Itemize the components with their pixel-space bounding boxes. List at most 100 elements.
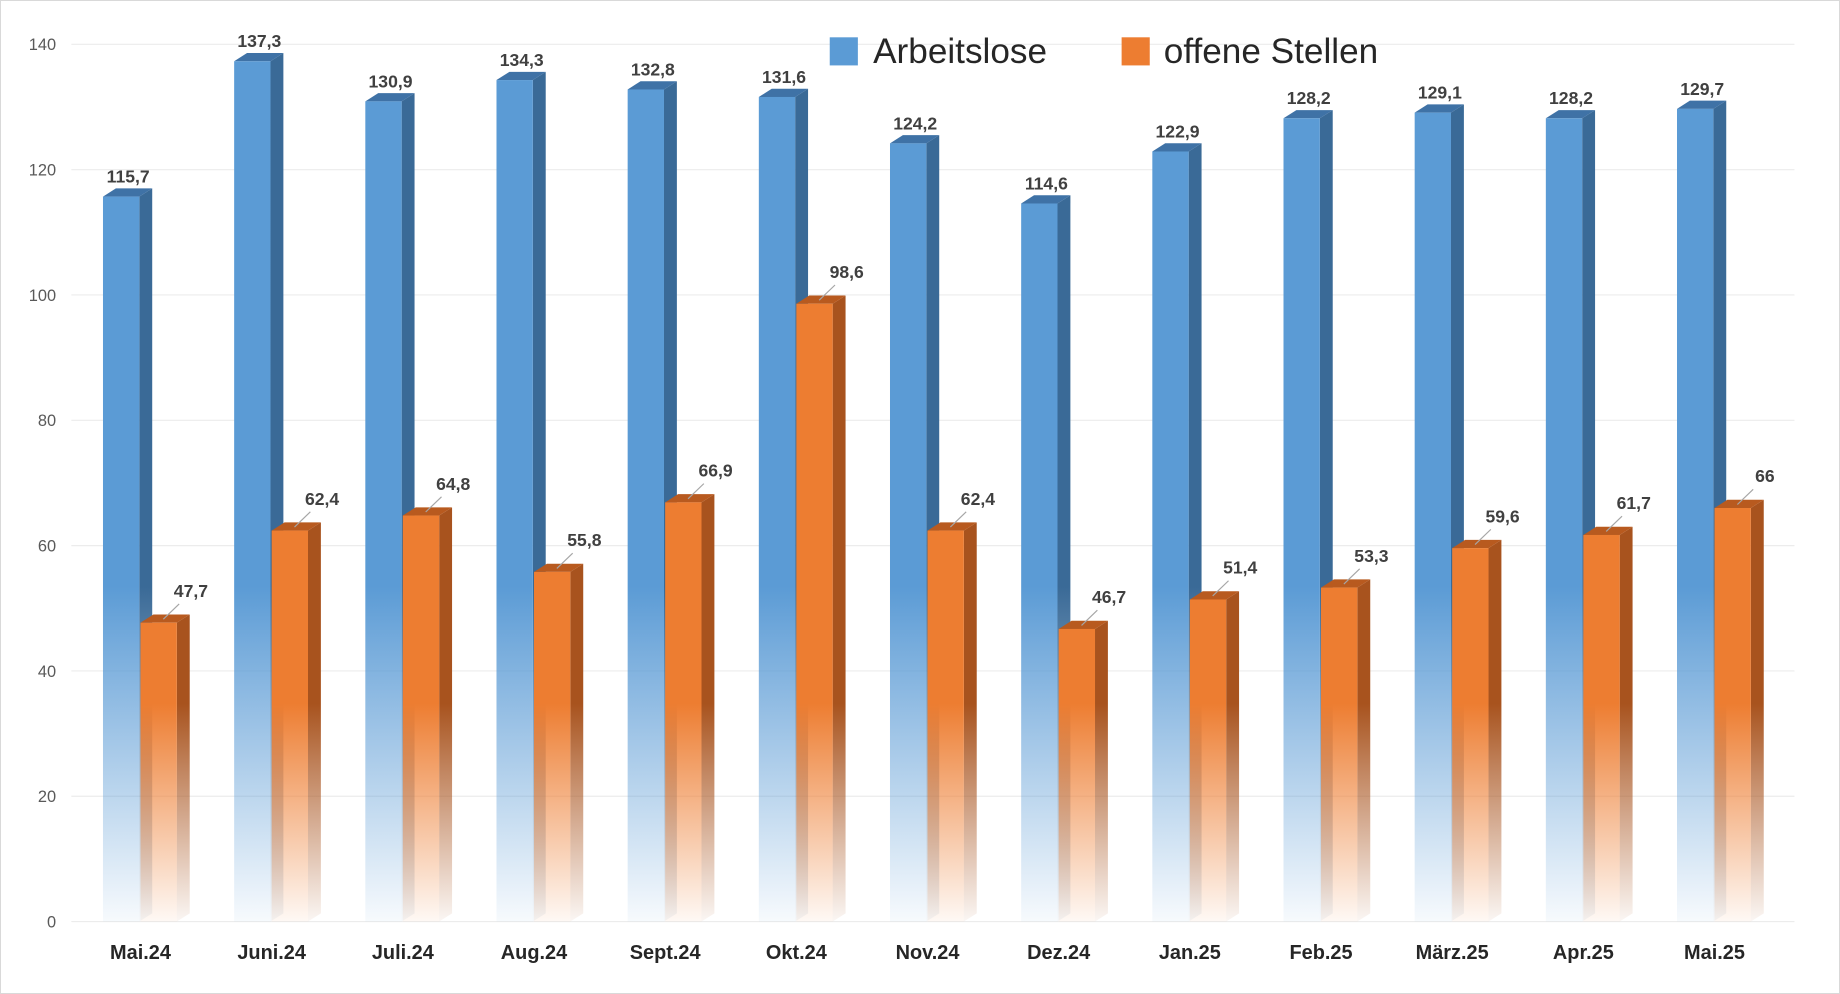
y-tick-label: 40 [38, 663, 56, 681]
bar-front [533, 571, 571, 922]
bar-side [176, 614, 190, 922]
x-category-label: Juli.24 [372, 942, 434, 964]
bar-top [1414, 104, 1464, 113]
x-category-label: Juni.24 [237, 942, 306, 964]
bar-offene-stellen [1714, 499, 1764, 922]
bars [102, 53, 1764, 922]
bar-front [889, 143, 927, 922]
data-label: 129,7 [1680, 79, 1724, 99]
legend: Arbeitslose offene Stellen [829, 32, 1378, 71]
bar-front [758, 96, 796, 922]
bar-offene-stellen [402, 507, 453, 922]
bar-top [496, 71, 546, 81]
y-tick-label: 100 [29, 287, 56, 305]
leader-line [1605, 515, 1623, 532]
x-category-label: Sept.24 [630, 942, 701, 964]
leader-line [1212, 580, 1229, 597]
bar-top [102, 188, 153, 197]
legend-swatch-offene-stellen [1121, 37, 1150, 66]
x-category-label: Apr.25 [1553, 942, 1614, 964]
bar-side [1357, 579, 1371, 922]
bar-top [627, 81, 677, 90]
data-label: 62,4 [961, 489, 995, 509]
bar-front [1283, 118, 1320, 922]
bar-front [402, 515, 440, 922]
bar-offene-stellen [271, 522, 321, 922]
bar-top [758, 88, 809, 97]
data-label: 131,6 [762, 67, 806, 87]
bar-top [796, 295, 846, 304]
bar-top [271, 522, 321, 531]
bar-front [1714, 508, 1751, 922]
bar-top [402, 507, 453, 516]
data-label: 98,6 [830, 262, 864, 282]
bar-front [1414, 112, 1452, 922]
bar-front [1545, 118, 1583, 922]
data-label: 64,8 [436, 474, 470, 494]
x-category-label: Nov.24 [896, 942, 960, 964]
bar-side [1095, 620, 1108, 922]
bar-offene-stellen [927, 522, 977, 922]
y-tick-label: 20 [38, 788, 56, 806]
bar-side [1226, 591, 1240, 922]
data-label: 137,3 [237, 31, 281, 51]
data-label: 55,8 [567, 530, 601, 550]
y-tick-label: 120 [29, 162, 56, 180]
bar-offene-stellen [140, 614, 190, 922]
bar-side [832, 295, 846, 922]
bar-top [1152, 143, 1202, 152]
data-label: 46,7 [1092, 587, 1126, 607]
leader-line [425, 496, 442, 513]
x-category-label: Dez.24 [1027, 942, 1090, 964]
bar-top [665, 494, 715, 503]
bar-front [365, 101, 402, 922]
bar-front [1058, 628, 1096, 922]
data-label: 61,7 [1617, 493, 1651, 513]
y-tick-label: 140 [29, 36, 56, 54]
bar-front [927, 530, 964, 922]
y-tick-label: 0 [47, 913, 56, 931]
legend-label-offene-stellen: offene Stellen [1164, 32, 1378, 71]
bar-offene-stellen [1452, 539, 1502, 922]
leader-line [818, 284, 836, 301]
leader-line [1736, 488, 1754, 505]
data-label: 129,1 [1418, 83, 1462, 103]
bar-side [570, 563, 584, 922]
data-label: 132,8 [631, 59, 675, 79]
bar-top [533, 563, 584, 572]
bar-front [796, 303, 833, 922]
bar-front [1021, 203, 1058, 922]
bar-top [1714, 499, 1764, 509]
bar-offene-stellen [1189, 591, 1240, 922]
bar-side [1619, 526, 1633, 922]
data-label: 114,6 [1025, 173, 1068, 193]
data-label: 134,3 [500, 50, 544, 70]
bar-top [889, 135, 940, 144]
bar-top [1058, 620, 1108, 629]
bar-front [496, 80, 533, 922]
bar-top [1021, 195, 1071, 204]
bar-front [1321, 587, 1358, 922]
data-label: 59,6 [1485, 506, 1519, 526]
bar-offene-stellen [796, 295, 846, 922]
bar-front [140, 622, 177, 922]
leader-line [1474, 528, 1492, 546]
leader-line [162, 603, 180, 620]
bar-side [701, 494, 715, 922]
bar-front [234, 61, 271, 922]
bar-front [271, 530, 308, 922]
leader-line [556, 552, 574, 569]
x-category-label: März.25 [1416, 942, 1489, 964]
bar-front [1583, 534, 1620, 922]
leader-line [294, 511, 311, 528]
bar-front [627, 89, 664, 922]
bar-side [1750, 499, 1764, 922]
bar-top [927, 522, 977, 531]
bar-offene-stellen [1321, 579, 1371, 922]
data-label: 66 [1755, 466, 1775, 486]
data-label: 128,2 [1287, 88, 1331, 108]
data-label: 47,7 [174, 581, 208, 601]
data-label: 62,4 [305, 489, 339, 509]
